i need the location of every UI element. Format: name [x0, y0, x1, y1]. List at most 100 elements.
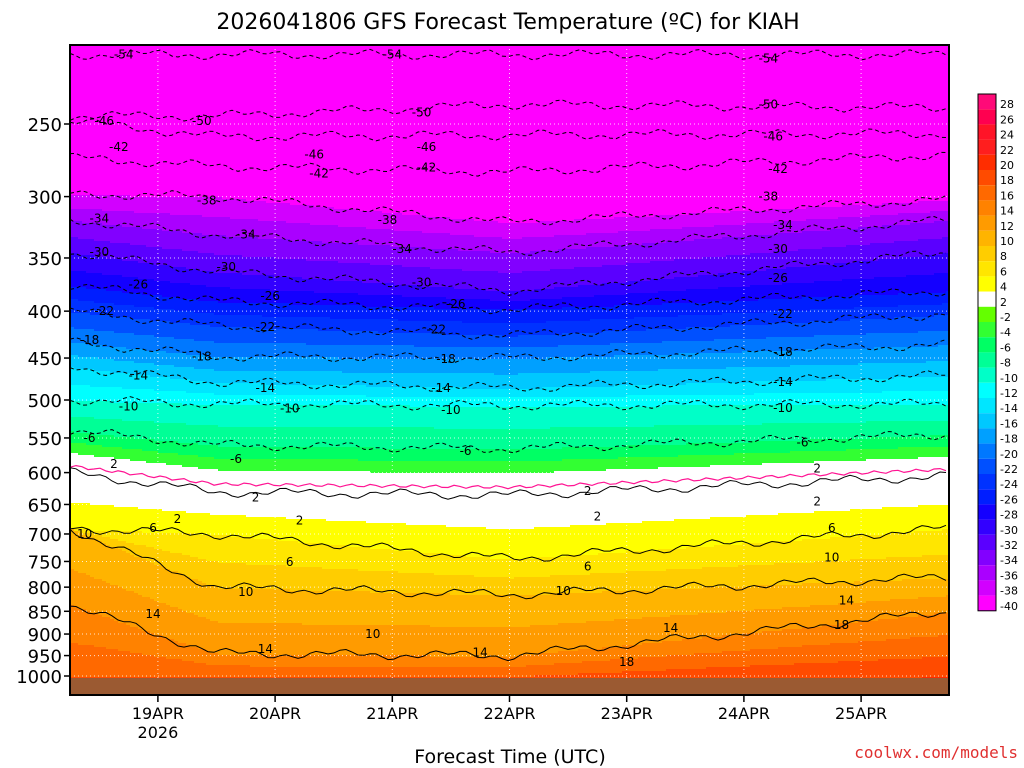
- temperature-band-cell: [246, 447, 251, 460]
- temperature-band-cell: [202, 513, 207, 536]
- temperature-band-cell: [430, 667, 435, 678]
- temperature-band-cell: [694, 547, 699, 570]
- temperature-band-cell: [74, 607, 79, 644]
- temperature-band-cell: [82, 45, 87, 196]
- temperature-band-cell: [566, 407, 571, 428]
- temperature-band-cell: [310, 519, 315, 544]
- temperature-band-cell: [722, 587, 727, 614]
- temperature-band-cell: [274, 221, 279, 240]
- temperature-band-cell: [310, 305, 315, 318]
- temperature-band-cell: [702, 467, 707, 520]
- temperature-band-cell: [550, 527, 555, 558]
- temperature-band-cell: [670, 303, 675, 318]
- temperature-band-cell: [462, 299, 467, 310]
- temperature-band-cell: [730, 313, 735, 326]
- temperature-band-cell: [558, 623, 563, 652]
- temperature-band-cell: [606, 397, 611, 408]
- temperature-band-cell: [550, 347, 555, 358]
- temperature-band-cell: [618, 245, 623, 266]
- temperature-band-cell: [422, 397, 427, 408]
- temperature-band-cell: [542, 299, 547, 310]
- temperature-band-cell: [238, 471, 243, 516]
- temperature-band-cell: [250, 327, 255, 344]
- temperature-band-cell: [226, 623, 231, 656]
- temperature-band-cell: [154, 281, 159, 296]
- temperature-band-cell: [478, 323, 483, 336]
- temperature-band-cell: [454, 461, 459, 474]
- temperature-band-cell: [482, 45, 487, 222]
- temperature-band-cell: [562, 593, 567, 624]
- temperature-band-cell: [158, 509, 163, 534]
- temperature-band-cell: [182, 533, 187, 556]
- temperature-band-cell: [626, 305, 631, 320]
- temperature-band-cell: [334, 591, 339, 626]
- temperature-band-cell: [294, 623, 299, 656]
- temperature-band-cell: [554, 357, 559, 374]
- temperature-band-cell: [514, 595, 519, 628]
- temperature-band-cell: [642, 371, 647, 386]
- temperature-band-cell: [450, 335, 455, 348]
- temperature-band-cell: [694, 443, 699, 456]
- temperature-band-cell: [462, 373, 467, 388]
- temperature-band-cell: [634, 395, 639, 408]
- temperature-band-cell: [442, 593, 447, 628]
- temperature-band-cell: [486, 407, 491, 430]
- temperature-band-cell: [434, 287, 439, 298]
- temperature-band-cell: [230, 589, 235, 624]
- temperature-band-cell: [742, 225, 747, 238]
- temperature-band-cell: [554, 557, 559, 576]
- temperature-band-cell: [314, 447, 319, 460]
- temperature-band-cell: [302, 223, 307, 242]
- temperature-band-cell: [90, 315, 95, 330]
- temperature-band-cell: [426, 233, 431, 250]
- temperature-band-cell: [94, 647, 99, 678]
- temperature-band-cell: [330, 207, 335, 226]
- temperature-band-cell: [142, 349, 147, 364]
- temperature-band-cell: [538, 271, 543, 290]
- temperature-band-cell: [338, 471, 343, 522]
- temperature-band-cell: [258, 343, 263, 358]
- temperature-band-cell: [366, 45, 371, 212]
- temperature-band-cell: [114, 447, 119, 460]
- temperature-band-cell: [86, 433, 91, 446]
- temperature-band-cell: [202, 405, 207, 426]
- temperature-band-cell: [362, 331, 367, 346]
- temperature-band-cell: [258, 257, 263, 276]
- temperature-band-cell: [458, 527, 463, 556]
- temperature-band-cell: [98, 457, 103, 506]
- temperature-band-cell: [154, 351, 159, 366]
- temperature-band-cell: [282, 541, 287, 566]
- temperature-band-cell: [446, 249, 451, 270]
- temperature-band-cell: [134, 449, 139, 462]
- temperature-band-cell: [642, 445, 647, 458]
- temperature-band-cell: [90, 369, 95, 388]
- temperature-band-cell: [218, 343, 223, 358]
- temperature-band-cell: [82, 645, 87, 678]
- temperature-band-cell: [398, 231, 403, 248]
- temperature-band-cell: [202, 559, 207, 584]
- temperature-band-cell: [502, 473, 507, 530]
- temperature-band-cell: [118, 291, 123, 306]
- temperature-band-cell: [250, 427, 255, 448]
- temperature-band-cell: [482, 221, 487, 238]
- temperature-band-cell: [614, 553, 619, 574]
- temperature-band-cell: [242, 405, 247, 428]
- temperature-band-cell: [662, 425, 667, 446]
- temperature-band-cell: [726, 395, 731, 406]
- temperature-band-cell: [438, 627, 443, 658]
- temperature-band-cell: [634, 263, 639, 282]
- temperature-band-cell: [646, 293, 651, 306]
- temperature-band-cell: [758, 253, 763, 272]
- temperature-band-cell: [310, 471, 315, 520]
- temperature-band-cell: [718, 213, 723, 226]
- temperature-band-cell: [582, 427, 587, 448]
- temperature-band-cell: [526, 407, 531, 430]
- temperature-band-cell: [634, 523, 639, 552]
- temperature-band-cell: [626, 355, 631, 372]
- temperature-band-cell: [266, 275, 271, 290]
- temperature-band-cell: [714, 353, 719, 370]
- temperature-band-cell: [146, 439, 151, 452]
- temperature-band-cell: [406, 373, 411, 388]
- temperature-band-cell: [262, 221, 267, 240]
- temperature-band-cell: [698, 443, 703, 456]
